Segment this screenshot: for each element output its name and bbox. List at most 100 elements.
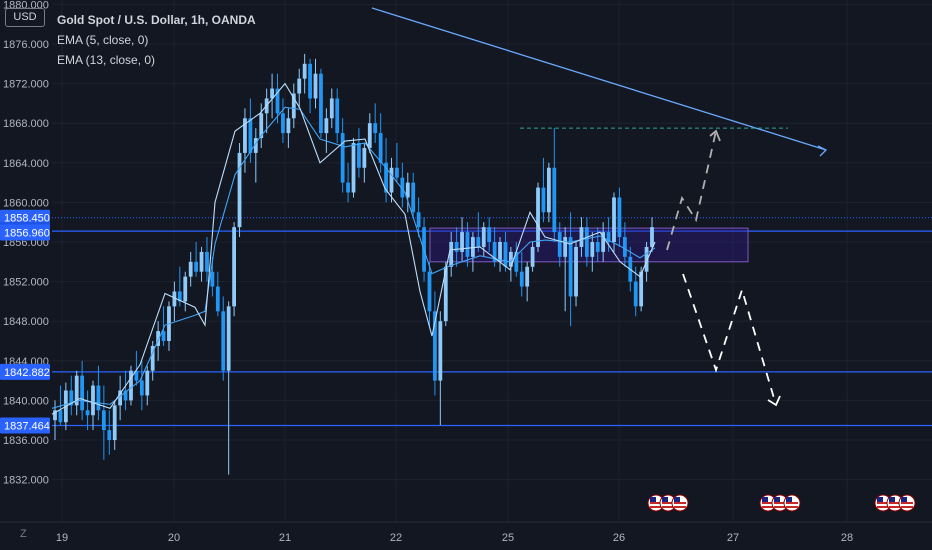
candle-body — [112, 405, 117, 440]
ema-5-legend[interactable]: EMA (5, close, 0) — [57, 33, 149, 47]
candle-body — [449, 242, 454, 267]
candle-body — [243, 118, 247, 153]
economic-events[interactable] — [647, 494, 916, 512]
candle-body — [253, 138, 258, 153]
candle-body — [443, 266, 448, 322]
candle-body — [107, 430, 112, 440]
candle-body — [319, 73, 323, 134]
candle-body — [346, 182, 350, 193]
price-label-text: 1842.882 — [4, 367, 50, 379]
y-tick-label: 1864.000 — [3, 158, 49, 170]
candle-body — [281, 113, 285, 134]
flag-stripe — [662, 502, 674, 504]
candle-body — [199, 251, 204, 272]
candle-body — [329, 98, 334, 119]
candle-body — [302, 63, 307, 79]
flag-stripe — [662, 506, 674, 508]
x-tick-label: 22 — [390, 532, 402, 544]
candle-body — [221, 311, 226, 371]
y-tick-label: 1836.000 — [3, 435, 49, 447]
candle-body — [633, 281, 638, 307]
candle-body — [69, 390, 74, 406]
candle-body — [101, 410, 106, 431]
candle-body — [416, 212, 421, 228]
candle-body — [389, 167, 394, 193]
price-label-text: 1837.464 — [4, 421, 50, 433]
candle-body — [552, 167, 557, 233]
candle-body — [454, 242, 459, 252]
x-tick-label: 20 — [168, 532, 180, 544]
candle-body — [237, 152, 242, 228]
candle-body — [541, 187, 546, 213]
candle-body — [460, 232, 464, 252]
candle-body — [492, 242, 497, 262]
candle-body — [546, 167, 551, 213]
candle-body — [340, 133, 345, 183]
flag-stripe — [877, 506, 889, 508]
flag-stripe — [762, 502, 774, 504]
flag-canton — [774, 497, 780, 502]
price-label-text: 1858.450 — [4, 213, 50, 225]
candle-body — [498, 242, 502, 262]
candle-body — [411, 182, 416, 213]
price-axis[interactable]: 1832.0001836.0001840.0001844.0001848.000… — [3, 0, 49, 487]
candle-body — [313, 73, 318, 99]
trend-line — [371, 7, 827, 151]
candle-body — [536, 187, 540, 247]
candle-body — [590, 242, 595, 257]
x-tick-label: 21 — [279, 532, 291, 544]
currency-button[interactable]: USD — [5, 8, 45, 27]
candle-body — [270, 88, 274, 99]
x-tick-label: 28 — [841, 532, 853, 544]
candle-body — [644, 246, 649, 272]
drawing-tools — [371, 7, 828, 407]
ema-13-legend[interactable]: EMA (13, close, 0) — [57, 53, 156, 67]
bearish-projection-path — [682, 273, 777, 406]
ema-5-line — [51, 82, 656, 415]
candle-body — [362, 147, 367, 168]
candle-body — [405, 182, 410, 198]
flag-canton — [674, 497, 680, 502]
candle-body — [129, 370, 133, 401]
x-tick-label: 19 — [56, 532, 68, 544]
event-flag-group — [759, 494, 801, 512]
y-tick-label: 1880.000 — [3, 0, 49, 11]
price-label-box — [0, 417, 50, 434]
symbol-title[interactable]: Gold Spot / U.S. Dollar, 1h, OANDA — [57, 13, 256, 27]
candle-body — [471, 237, 475, 257]
candle-body — [291, 93, 296, 119]
candle-body — [275, 88, 280, 114]
candle-body — [188, 261, 193, 277]
event-flag-group — [647, 494, 689, 512]
candle-body — [232, 227, 236, 307]
candle-body — [384, 162, 388, 193]
price-label-box — [0, 209, 50, 226]
y-tick-label: 1876.000 — [3, 39, 49, 51]
price-label-text: 1856.960 — [4, 227, 50, 239]
candle-body — [134, 370, 139, 381]
y-tick-label: 1860.000 — [3, 197, 49, 209]
event-flag-group — [874, 494, 916, 512]
bullish-projection-path — [666, 130, 717, 251]
candle-body — [617, 197, 622, 238]
candle-body — [335, 98, 340, 134]
candle-body — [74, 375, 79, 406]
candle-body — [465, 232, 470, 257]
flag-stripe — [889, 502, 901, 504]
candle-body — [427, 271, 432, 312]
time-axis[interactable]: 19 20 21 22 25 26 27 28 — [0, 521, 932, 544]
candle-body — [639, 271, 644, 307]
candle-body — [215, 286, 220, 312]
y-tick-label: 1852.000 — [3, 277, 49, 289]
ema-13-line — [51, 106, 656, 409]
candle-body — [118, 390, 123, 406]
zoom-button[interactable]: Z — [20, 528, 27, 540]
horizontal-levels — [52, 217, 932, 427]
flag-stripe — [901, 502, 913, 504]
y-tick-label: 1848.000 — [3, 316, 49, 328]
flag-canton — [901, 497, 907, 502]
candle-body — [80, 375, 85, 411]
candle-body — [601, 232, 606, 252]
